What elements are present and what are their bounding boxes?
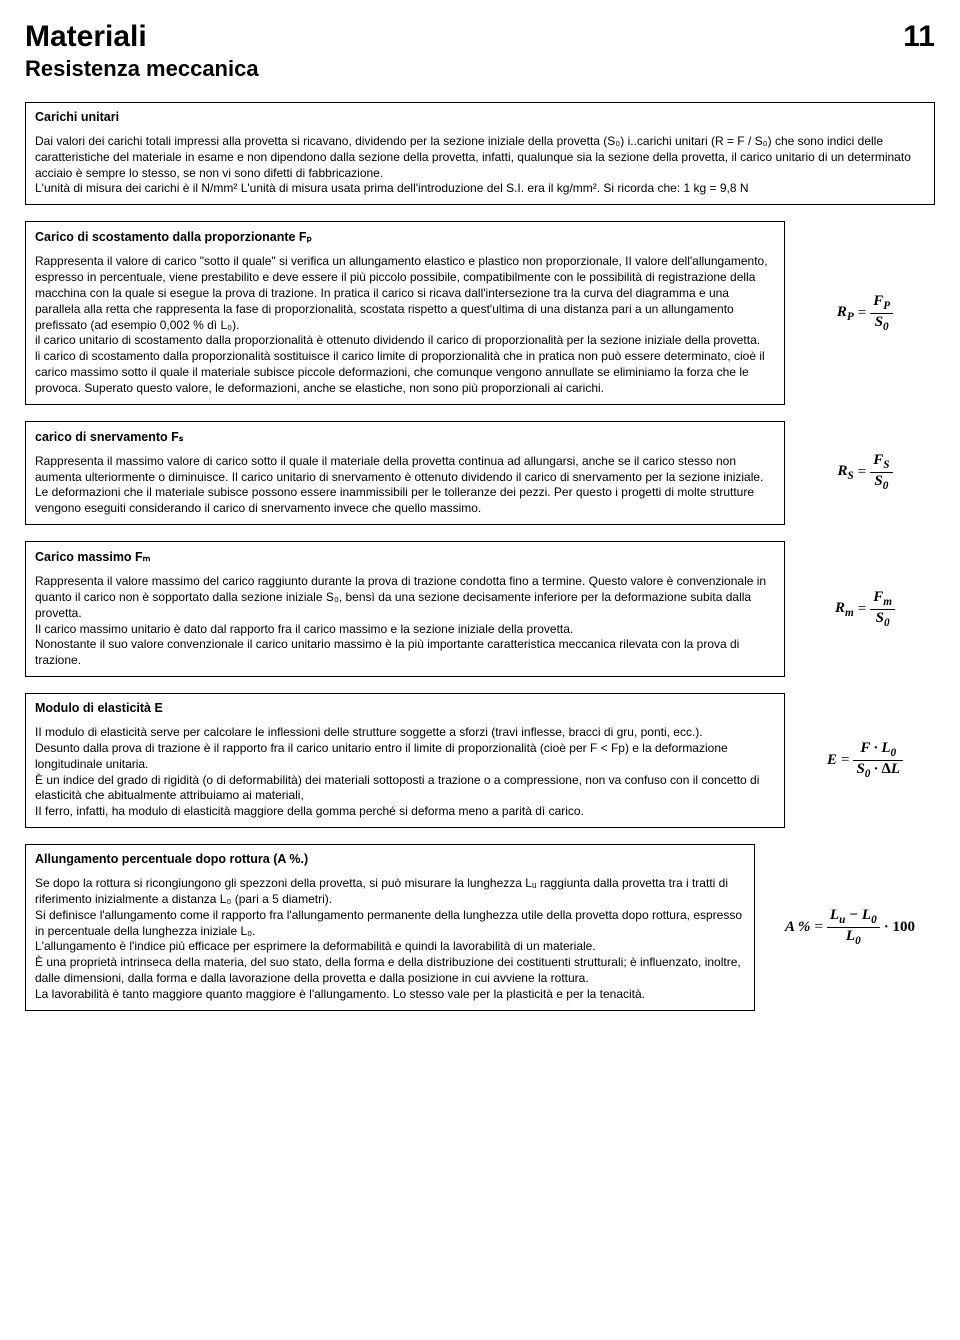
fraction: FS S0	[870, 452, 892, 493]
section-carichi-unitari: Carichi unitari Dai valori dei carichi t…	[25, 102, 935, 205]
numerator: F · L0	[853, 740, 903, 761]
section-body: Dai valori dei carichi totali impressi a…	[35, 134, 925, 197]
section-allungamento: Allungamento percentuale dopo rottura (A…	[25, 844, 755, 1011]
equals-sign: =	[858, 601, 866, 618]
denominator: S0 · ∆L	[853, 761, 903, 781]
numerator: Fm	[870, 589, 895, 610]
section-title: Allungamento percentuale dopo rottura (A…	[35, 852, 745, 866]
section-title: Carichi unitari	[35, 110, 925, 124]
fraction: Fm S0	[870, 589, 895, 630]
section-body: Rappresenta il valore massimo del carico…	[35, 574, 775, 669]
equals-sign: =	[858, 464, 866, 481]
section-body: II modulo di elasticità serve per calcol…	[35, 725, 775, 820]
section-row-fm: Carico massimo Fₘ Rappresenta il valore …	[25, 541, 935, 677]
equals-sign: =	[814, 919, 822, 936]
section-body: Se dopo la rottura si ricongiungono gli …	[35, 876, 745, 1003]
formula-e: E = F · L0 S0 · ∆L	[795, 693, 935, 828]
formula-rp: RP = FP S0	[795, 221, 935, 404]
section-body: Rappresenta il valore di carico "sotto i…	[35, 254, 775, 396]
formula-a: A % = Lu − L0 L0 · 100	[765, 844, 935, 1011]
numerator: FS	[870, 452, 892, 473]
numerator: Lu − L0	[827, 907, 880, 928]
page-subtitle: Resistenza meccanica	[25, 56, 935, 82]
formula-lhs: Rm	[835, 600, 854, 619]
equals-sign: =	[858, 305, 866, 322]
section-body: Rappresenta il massimo valore di carico …	[35, 454, 775, 517]
section-title: Carico massimo Fₘ	[35, 549, 775, 564]
denominator: L0	[827, 928, 880, 948]
fraction: Lu − L0 L0	[827, 907, 880, 948]
formula-lhs: RP	[837, 304, 854, 323]
formula-lhs: E	[827, 752, 837, 769]
formula-lhs: RS	[837, 463, 853, 482]
section-title: Carico di scostamento dalla proporzionan…	[35, 229, 775, 244]
page-number: 11	[903, 20, 935, 54]
page-header: Materiali 11	[25, 20, 935, 54]
numerator: FP	[870, 293, 893, 314]
section-carico-massimo: Carico massimo Fₘ Rappresenta il valore …	[25, 541, 785, 677]
section-row-e: Modulo di elasticità E II modulo di elas…	[25, 693, 935, 828]
formula-rm: Rm = Fm S0	[795, 541, 935, 677]
equals-sign: =	[841, 752, 849, 769]
section-carico-snervamento: carico di snervamento Fₛ Rappresenta il …	[25, 421, 785, 525]
section-title: carico di snervamento Fₛ	[35, 429, 775, 444]
section-row-a: Allungamento percentuale dopo rottura (A…	[25, 844, 935, 1011]
section-row-fs: carico di snervamento Fₛ Rappresenta il …	[25, 421, 935, 525]
section-modulo-elasticita: Modulo di elasticità E II modulo di elas…	[25, 693, 785, 828]
denominator: S0	[870, 314, 893, 334]
fraction: FP S0	[870, 293, 893, 334]
formula-lhs: A %	[785, 919, 810, 936]
section-row-fp: Carico di scostamento dalla proporzionan…	[25, 221, 935, 404]
section-carico-scostamento: Carico di scostamento dalla proporzionan…	[25, 221, 785, 404]
formula-suffix: · 100	[884, 919, 915, 936]
page-title: Materiali	[25, 20, 147, 54]
denominator: S0	[870, 473, 892, 493]
fraction: F · L0 S0 · ∆L	[853, 740, 903, 781]
denominator: S0	[870, 610, 895, 630]
section-title: Modulo di elasticità E	[35, 701, 775, 715]
formula-rs: RS = FS S0	[795, 421, 935, 525]
